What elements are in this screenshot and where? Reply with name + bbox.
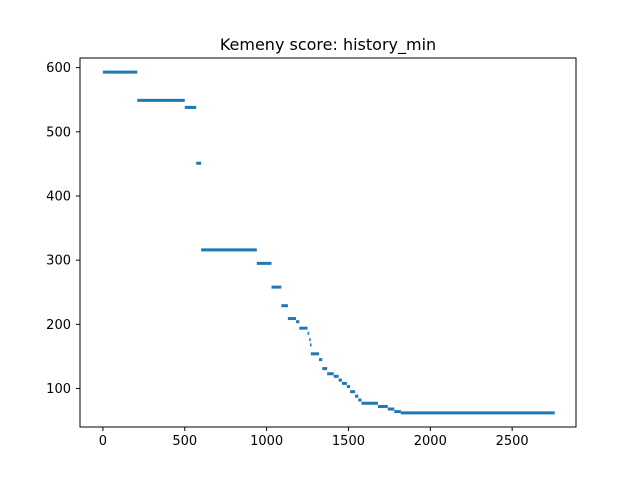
- y-tick-label-600: 600: [46, 61, 71, 76]
- data-run-22: [350, 390, 356, 394]
- data-run-13: [309, 343, 312, 347]
- data-run-20: [341, 381, 347, 385]
- x-tick-label-2500: 2500: [496, 434, 529, 449]
- data-run-14: [310, 352, 319, 356]
- data-run-12: [309, 338, 311, 342]
- axes: 0 500 1000 1500 2000 2500 100 200 300 400 500 600: [46, 57, 577, 449]
- data-run-15: [319, 358, 323, 362]
- data-run-3: [196, 161, 202, 165]
- y-tick-label-200: 200: [46, 318, 71, 333]
- chart-title: Kemeny score: history_min: [220, 35, 436, 55]
- x-tick-label-1000: 1000: [250, 434, 283, 449]
- data-run-1: [137, 98, 185, 102]
- data-run-0: [102, 70, 138, 74]
- data-run-8: [287, 317, 297, 321]
- data-run-5: [256, 261, 272, 265]
- data-run-24: [358, 398, 362, 402]
- data-run-19: [338, 378, 342, 382]
- data-run-18: [333, 374, 339, 378]
- data-run-25: [361, 401, 378, 405]
- data-run-6: [271, 285, 282, 289]
- data-run-9: [296, 320, 300, 324]
- data-run-23: [355, 394, 359, 398]
- data-run-27: [387, 407, 395, 411]
- data-run-11: [307, 331, 310, 335]
- x-tick-label-500: 500: [172, 434, 197, 449]
- x-tick-label-2000: 2000: [414, 434, 447, 449]
- data-run-29: [400, 411, 555, 415]
- data-run-10: [299, 326, 308, 330]
- data-run-28: [394, 410, 401, 414]
- y-tick-label-100: 100: [46, 382, 71, 397]
- x-tick-label-1500: 1500: [332, 434, 365, 449]
- data-run-7: [281, 304, 288, 308]
- plot-area: [102, 70, 555, 415]
- data-run-2: [184, 105, 197, 109]
- x-tick-label-0: 0: [99, 434, 107, 449]
- y-tick-label-500: 500: [46, 125, 71, 140]
- y-tick-label-400: 400: [46, 189, 71, 204]
- y-tick-label-300: 300: [46, 254, 71, 269]
- data-run-21: [346, 385, 351, 389]
- data-run-26: [377, 404, 388, 408]
- data-run-16: [322, 367, 328, 371]
- data-run-4: [201, 248, 257, 252]
- data-run-17: [327, 372, 334, 376]
- axes-frame: [79, 57, 577, 428]
